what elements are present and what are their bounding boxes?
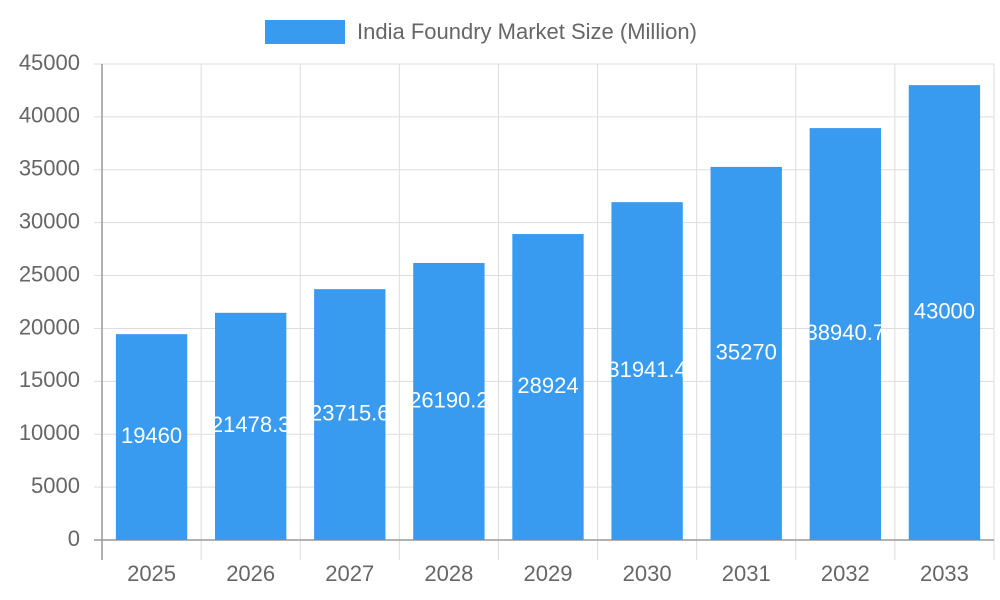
bar xyxy=(314,289,386,540)
value-label: 21478.3 xyxy=(211,412,291,437)
x-tick-label: 2033 xyxy=(920,561,969,586)
y-tick-label: 30000 xyxy=(19,208,80,233)
value-label: 38940.7 xyxy=(806,320,886,345)
y-tick-label: 10000 xyxy=(19,420,80,445)
bar xyxy=(710,166,782,540)
bar xyxy=(611,202,683,540)
y-tick-label: 35000 xyxy=(19,156,80,181)
x-tick-label: 2031 xyxy=(722,561,771,586)
x-tick-label: 2029 xyxy=(524,561,573,586)
value-label: 31941.4 xyxy=(607,357,687,382)
bar xyxy=(214,312,287,540)
x-tick-label: 2025 xyxy=(127,561,176,586)
x-tick-label: 2028 xyxy=(424,561,473,586)
bar xyxy=(809,128,882,540)
x-tick-label: 2032 xyxy=(821,561,870,586)
y-tick-label: 20000 xyxy=(19,314,80,339)
y-tick-label: 45000 xyxy=(19,50,80,75)
bar xyxy=(115,334,188,540)
x-tick-label: 2026 xyxy=(226,561,275,586)
legend-swatch xyxy=(265,20,345,44)
x-tick-label: 2027 xyxy=(325,561,374,586)
value-label: 19460 xyxy=(121,423,182,448)
value-label: 35270 xyxy=(716,339,777,364)
y-tick-label: 0 xyxy=(68,526,80,551)
bar xyxy=(908,85,981,541)
x-tick-label: 2030 xyxy=(623,561,672,586)
value-label: 23715.6 xyxy=(310,400,390,425)
value-label: 26190.2 xyxy=(409,387,489,412)
y-tick-label: 40000 xyxy=(19,103,80,128)
bar xyxy=(512,234,584,541)
y-tick-label: 25000 xyxy=(19,261,80,286)
legend-label: India Foundry Market Size (Million) xyxy=(357,19,697,44)
y-tick-label: 15000 xyxy=(19,367,80,392)
bar xyxy=(413,262,485,540)
value-label: 28924 xyxy=(517,373,578,398)
y-tick-label: 5000 xyxy=(31,473,80,498)
value-label: 43000 xyxy=(914,298,975,323)
